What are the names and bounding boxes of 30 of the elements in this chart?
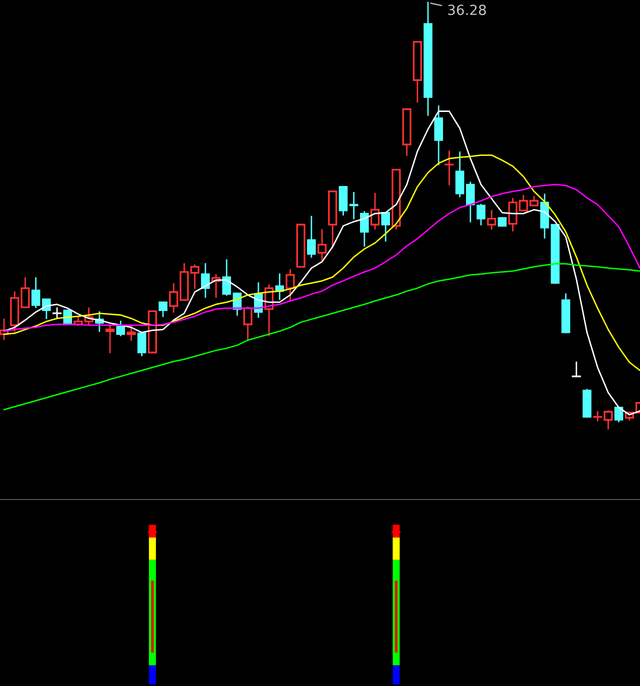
annotation: 36.28 <box>448 4 486 16</box>
candlestick <box>42 298 51 320</box>
candlestick <box>243 306 252 340</box>
candlestick <box>31 277 40 308</box>
candlestick <box>349 192 358 220</box>
bar <box>148 665 156 684</box>
candlestick <box>338 186 348 216</box>
candlestick <box>444 150 454 186</box>
bar <box>392 665 400 684</box>
candlestick <box>126 325 136 341</box>
candlestick <box>201 263 210 298</box>
candlestick <box>116 320 126 336</box>
candlestick <box>222 259 232 296</box>
candlestick <box>307 216 316 258</box>
candlestick <box>137 332 146 356</box>
candlestick <box>455 151 464 198</box>
bar <box>148 538 156 560</box>
candlestick <box>286 269 295 302</box>
candlestick <box>360 211 369 247</box>
candlestick <box>381 212 390 242</box>
candlestick <box>317 229 327 261</box>
candlestick <box>614 406 624 422</box>
candlestick <box>434 105 444 166</box>
candlestick <box>105 324 115 354</box>
candlestick <box>52 307 62 320</box>
candlestick <box>572 362 581 378</box>
candlestick <box>158 302 168 317</box>
bar <box>392 538 400 560</box>
candlestick <box>487 210 496 230</box>
candlestick <box>370 192 380 230</box>
